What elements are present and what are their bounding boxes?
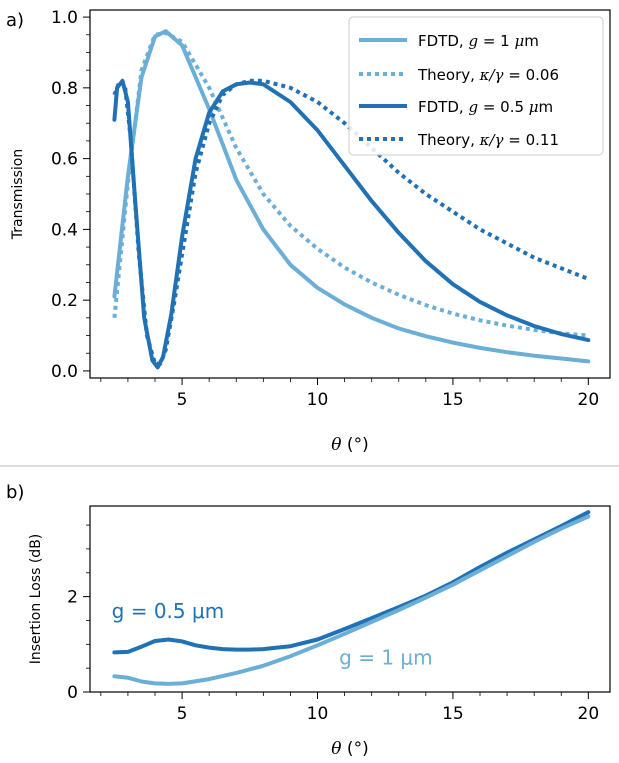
panel-b-ticks: 5 10 15 20 0 2 [67,524,600,724]
y-tick-label: 0.2 [51,291,78,311]
legend-box [348,16,604,156]
panel-b: b) 5 10 15 20 0 2 Insertion Loss (dB) θ (°) g… [6,482,611,759]
annotation-g-1-m: g = 1 μm [339,645,432,669]
x-tick-label: 15 [442,704,464,724]
y-tick-label: 0.8 [51,79,78,99]
panel-b-plot-area [112,510,591,686]
panel-b-y-axis-label: Insertion Loss (dB) [28,534,44,665]
series-line-g-1-m [112,514,591,686]
legend-entry-fdtd-g1: FDTD, g = 1 μm [418,32,539,50]
panel-a: a) 5 10 15 20 0.0 0.2 0.4 0.6 0.8 1.0 Transmissio… [6,8,611,455]
y-tick-label: 0.6 [51,150,78,170]
panel-b-axes-frame [89,505,611,693]
x-tick-label: 20 [578,704,600,724]
y-tick-label: 2 [67,588,78,608]
panel-a-y-axis-label: Transmission [10,149,26,240]
legend-entry-fdtd-g05: FDTD, g = 0.5 μm [418,98,553,116]
panel-b-label: b) [6,482,24,503]
panel-b-annotations: g = 0.5 μm g = 1 μm [112,599,433,669]
x-tick-label: 10 [307,390,329,410]
panel-a-x-axis-label: θ (°) [331,435,368,455]
series-line-g-0-5-m [112,510,591,655]
y-tick-label: 1.0 [51,8,78,28]
legend-entry-theory-006: Theory, κ/γ = 0.06 [417,66,559,84]
y-tick-label: 0 [67,683,78,703]
x-tick-label: 15 [442,390,464,410]
x-tick-label: 20 [578,390,600,410]
panel-a-legend: FDTD, g = 1 μm Theory, κ/γ = 0.06 FDTD, … [348,16,604,156]
annotation-g-0-5-m: g = 0.5 μm [112,599,225,623]
legend-entry-theory-011: Theory, κ/γ = 0.11 [417,131,559,149]
y-tick-label: 0.4 [51,220,78,240]
panel-a-ticks: 5 10 15 20 0.0 0.2 0.4 0.6 0.8 1.0 [51,8,599,410]
panel-a-plot-area [112,29,591,370]
x-tick-label: 10 [307,704,329,724]
x-tick-label: 5 [177,390,188,410]
series-line-theory-0-06 [112,31,589,338]
series-line-theory-0-11 [112,78,590,366]
x-tick-label: 5 [177,704,188,724]
y-tick-label: 0.0 [51,362,78,382]
panel-a-label: a) [6,10,24,31]
panel-b-x-axis-label: θ (°) [331,739,368,759]
